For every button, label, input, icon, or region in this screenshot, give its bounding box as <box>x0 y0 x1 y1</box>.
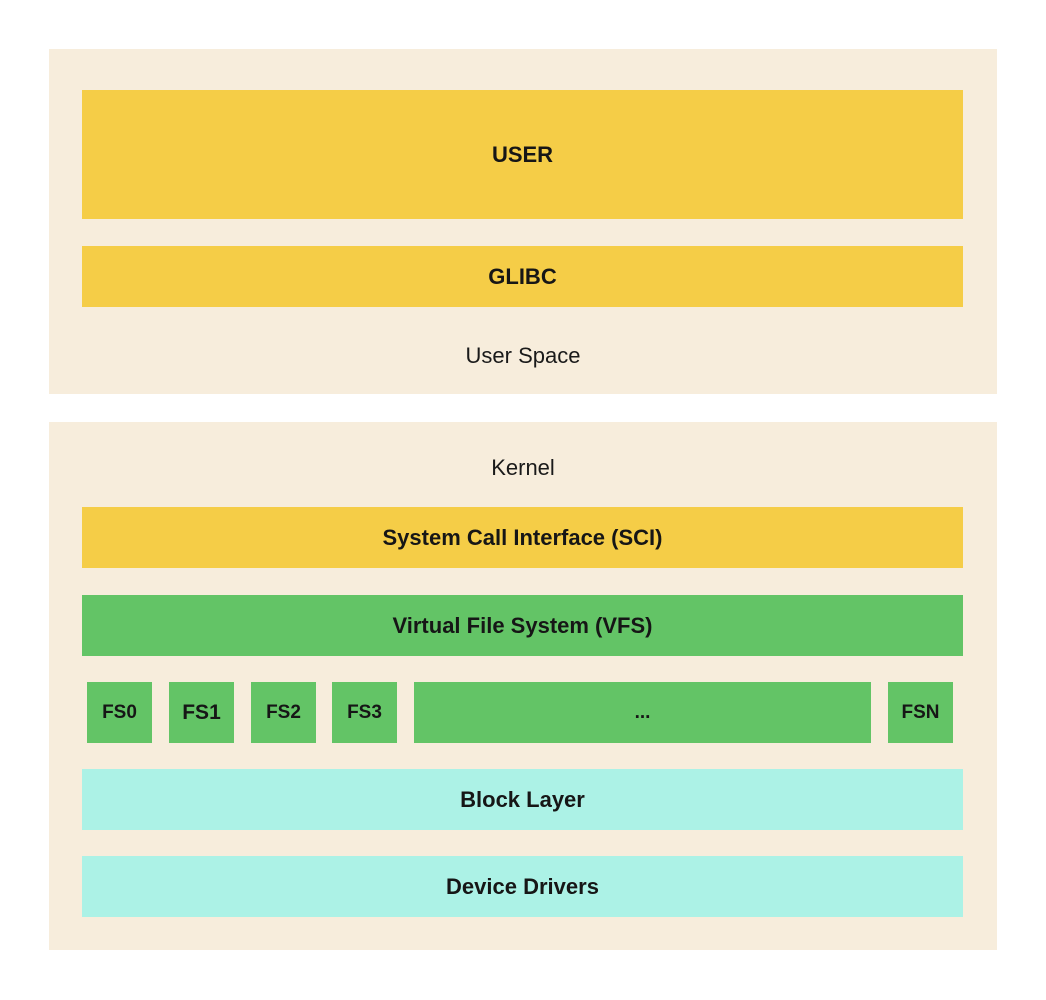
filesystem-block-fs3: FS3 <box>332 682 397 743</box>
filesystem-block-fsn: FSN <box>888 682 953 743</box>
filesystem-block-fs2: FS2 <box>251 682 316 743</box>
block-layer-block: Block Layer <box>82 769 963 830</box>
kernel-caption: Kernel <box>491 455 555 480</box>
filesystem-block-fs1: FS1 <box>169 682 234 743</box>
glibc-block: GLIBC <box>82 246 963 307</box>
user-space-caption: User Space <box>465 343 581 368</box>
virtual-file-system-block: Virtual File System (VFS) <box>82 595 963 656</box>
user-block: USER <box>82 90 963 219</box>
filesystem-block-fs0: FS0 <box>87 682 152 743</box>
filesystem-block-ellipsis: ... <box>414 682 871 743</box>
device-drivers-block: Device Drivers <box>82 856 963 917</box>
system-call-interface-block: System Call Interface (SCI) <box>82 507 963 568</box>
